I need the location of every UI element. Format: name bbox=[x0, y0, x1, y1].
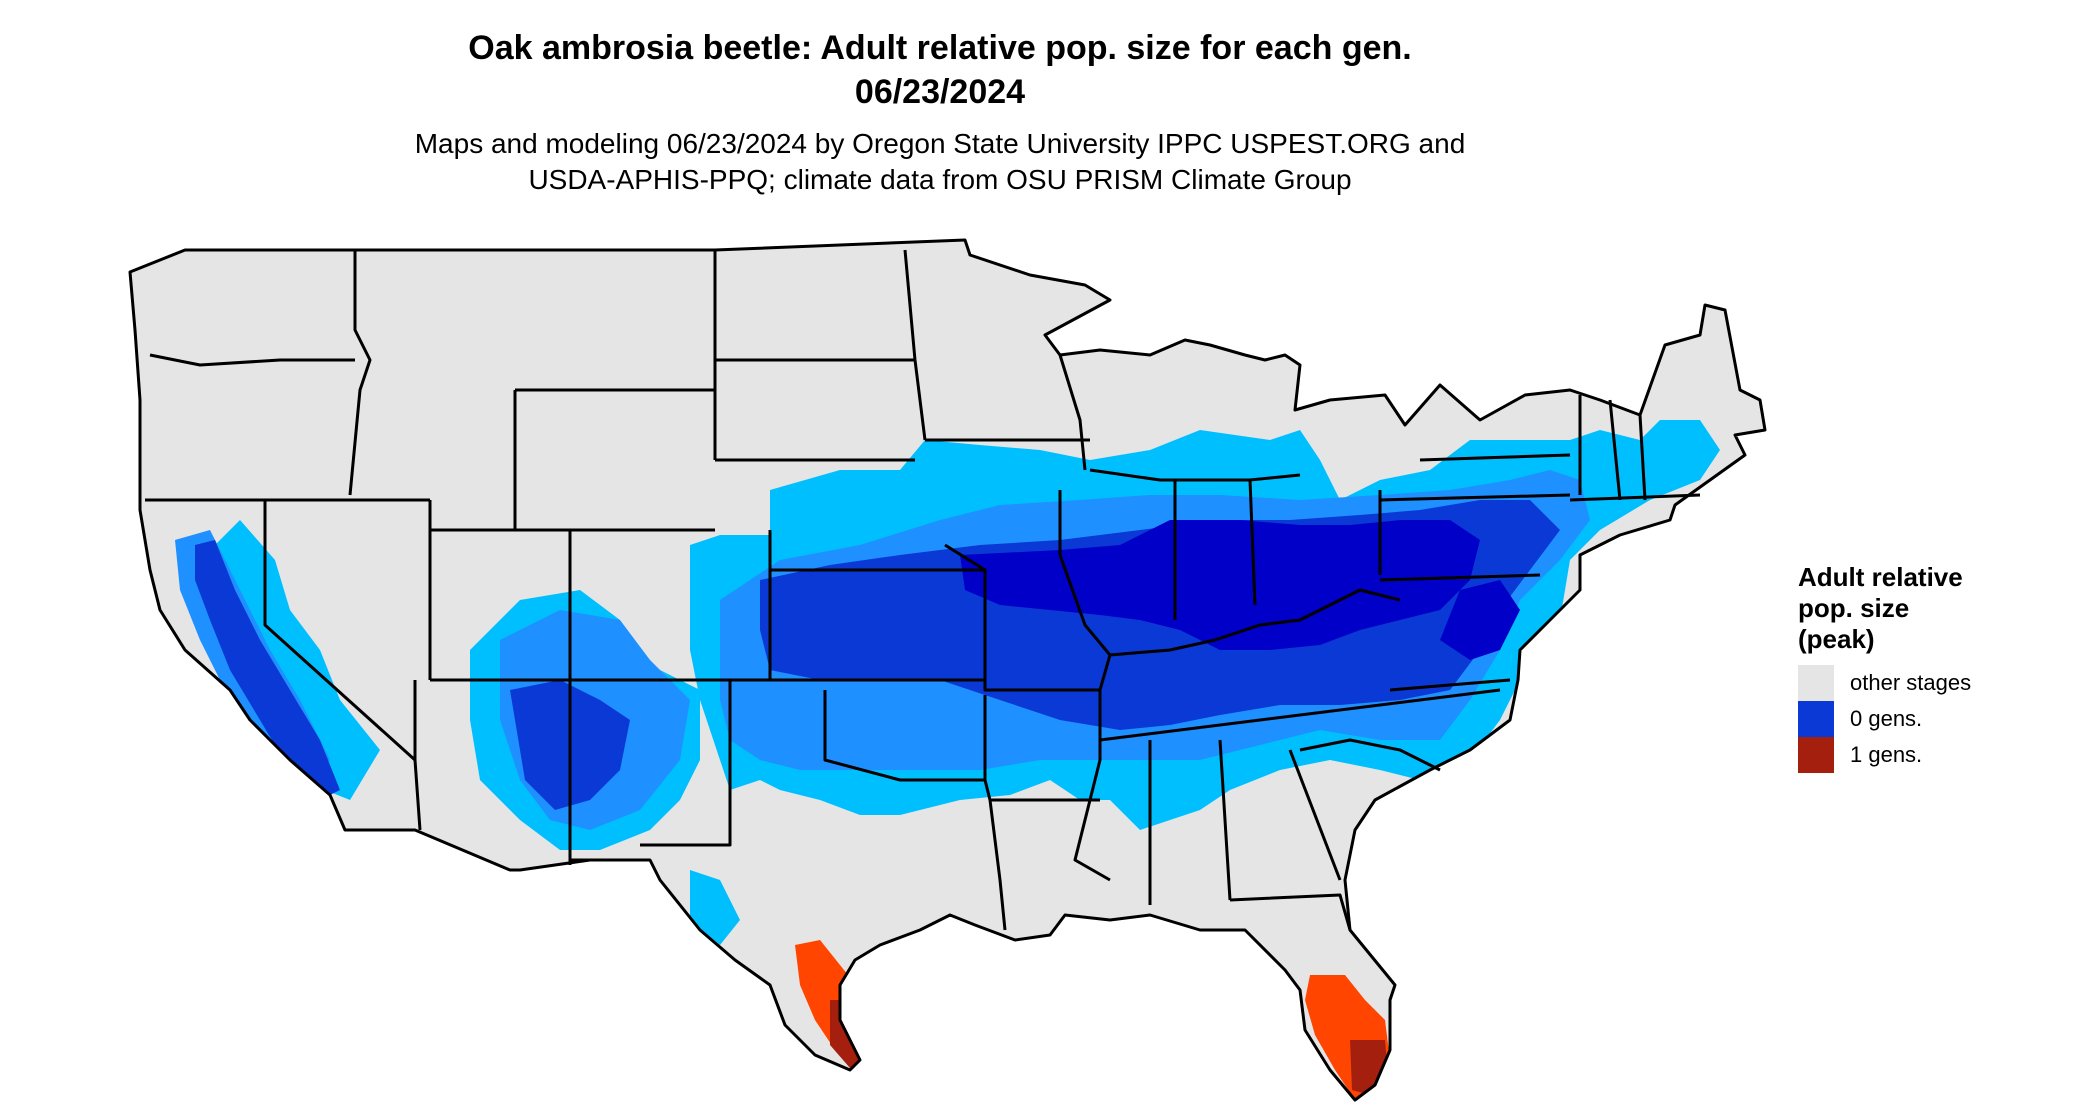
legend-title-line-2: pop. size bbox=[1798, 593, 1910, 623]
zone-dark-blue-core bbox=[960, 520, 1480, 650]
legend-item-0-gens: 0 gens. bbox=[1798, 701, 2088, 737]
legend-label: 1 gens. bbox=[1850, 742, 1923, 767]
map-date: 06/23/2024 bbox=[854, 73, 1026, 111]
legend-item-1-gens: 1 gens. bbox=[1798, 737, 2088, 773]
legend-item-other-stages: other stages bbox=[1798, 665, 2088, 701]
zone-blue-ca bbox=[195, 540, 340, 800]
zone-light-blue-west bbox=[200, 520, 380, 800]
legend-swatch bbox=[1798, 737, 1834, 773]
legend-label: other stages bbox=[1850, 670, 1972, 695]
zone-light-blue-south-tx bbox=[690, 870, 740, 945]
legend-title: Adult relative pop. size (peak) bbox=[1798, 562, 2088, 655]
legend-swatch bbox=[1798, 701, 1834, 737]
map-title: Oak ambrosia beetle: Adult relative pop.… bbox=[468, 29, 1412, 67]
legend: Adult relative pop. size (peak) other st… bbox=[1798, 562, 2088, 773]
legend-swatch bbox=[1798, 665, 1834, 701]
map-credit-line-1: Maps and modeling 06/23/2024 by Oregon S… bbox=[414, 128, 1466, 159]
map-credit-line-2: USDA-APHIS-PPQ; climate data from OSU PR… bbox=[528, 164, 1352, 195]
legend-title-line-3: (peak) bbox=[1798, 624, 1875, 654]
legend-label: 0 gens. bbox=[1850, 706, 1923, 731]
state-borders bbox=[128, 238, 1767, 1102]
zone-dark-blue-va bbox=[1440, 580, 1520, 660]
legend-title-line-1: Adult relative bbox=[1798, 562, 1963, 592]
